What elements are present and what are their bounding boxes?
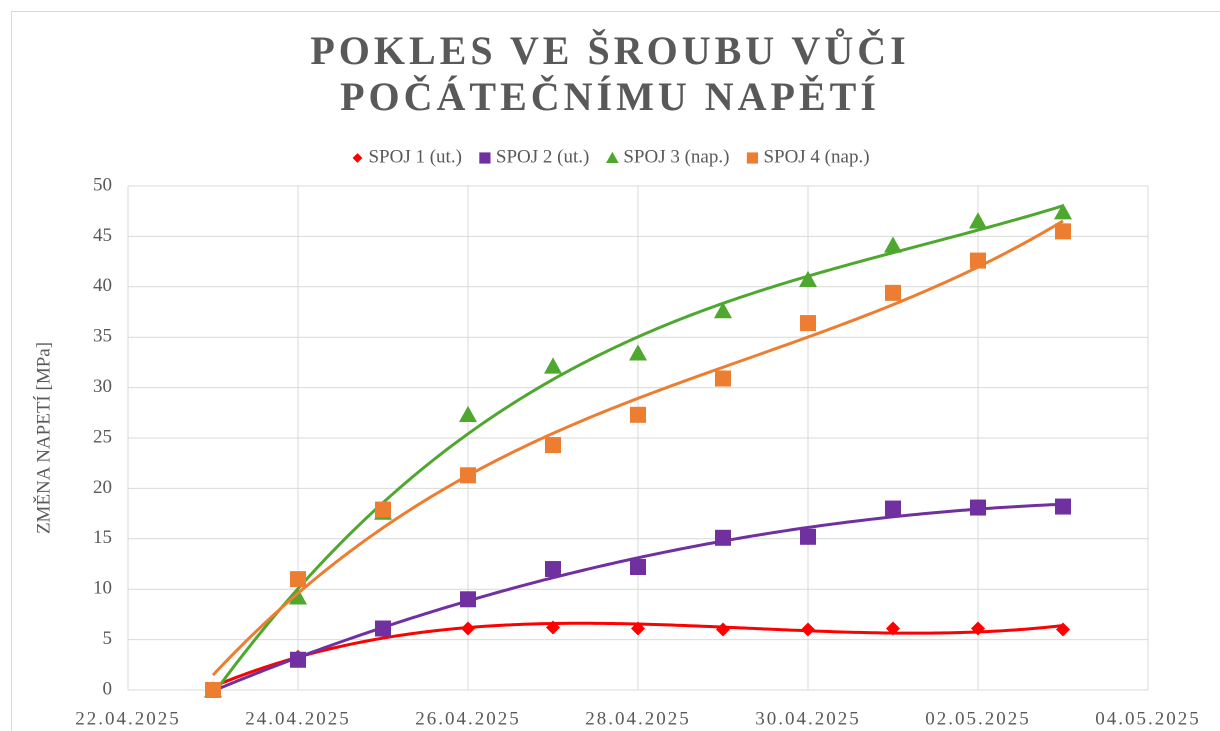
marker [544, 357, 562, 374]
marker [801, 622, 815, 637]
y-tick-label: 50 [93, 174, 112, 195]
marker [545, 561, 561, 578]
marker [1056, 622, 1070, 637]
marker [885, 500, 901, 517]
legend-item: SPOJ 3 (nap.) [606, 146, 729, 167]
marker [290, 571, 306, 588]
marker [885, 284, 901, 301]
marker [971, 621, 985, 636]
marker [1055, 498, 1071, 515]
y-tick-label: 5 [103, 628, 113, 649]
y-tick-label: 10 [93, 578, 112, 599]
y-tick-label: 40 [93, 275, 112, 296]
marker [461, 621, 475, 636]
marker [460, 591, 476, 608]
x-tick-label: 04.05.2025 [1095, 708, 1201, 729]
marker [630, 406, 646, 423]
marker [459, 405, 477, 423]
marker [290, 651, 306, 668]
legend-label: SPOJ 1 (ut.) [368, 146, 461, 167]
marker [969, 212, 987, 229]
marker [352, 153, 363, 163]
x-tick-label: 28.04.2025 [585, 708, 691, 729]
y-axis-label: ZMĚNA NAPETÍ [MPa] [32, 342, 54, 534]
legend-item: SPOJ 4 (nap.) [746, 146, 870, 167]
legend-item: SPOJ 1 (ut.) [352, 146, 462, 167]
marker [375, 501, 391, 518]
legend: SPOJ 1 (ut.) SPOJ 2 (ut.) SPOJ 3 (nap.) SPO… [352, 146, 870, 167]
series [205, 219, 1071, 698]
marker [715, 529, 731, 546]
chart-border [11, 11, 1220, 731]
trend-line [211, 219, 1064, 677]
x-tick-label: 26.04.2025 [415, 708, 521, 729]
x-tick-label: 30.04.2025 [755, 708, 861, 729]
marker [545, 437, 561, 454]
marker [884, 236, 902, 253]
y-tick-label: 0 [103, 678, 113, 699]
marker [800, 315, 816, 332]
marker [746, 152, 759, 164]
y-tick-label: 45 [93, 225, 112, 246]
marker [629, 344, 647, 361]
y-tick-label: 25 [93, 426, 112, 447]
marker [715, 370, 731, 387]
marker [460, 467, 476, 484]
chart-title: POKLES VE ŠROUBU VŮČI POČÁTEČNÍMU NAPĚTÍ [310, 28, 910, 119]
y-tick-label: 30 [93, 376, 112, 397]
grid [127, 185, 1149, 691]
marker [630, 559, 646, 576]
marker [716, 622, 730, 637]
marker [375, 620, 391, 637]
y-tick-label: 35 [93, 326, 112, 347]
y-tick-label: 15 [93, 527, 112, 548]
x-tick-label: 02.05.2025 [925, 708, 1031, 729]
marker [800, 528, 816, 545]
marker [1054, 203, 1072, 220]
marker [970, 252, 986, 269]
marker [479, 152, 491, 164]
x-tick-label: 22.04.2025 [75, 708, 181, 729]
marker [631, 621, 645, 636]
y-tick-label: 20 [93, 477, 112, 498]
marker [970, 499, 986, 516]
marker [546, 620, 560, 635]
trend-line [212, 502, 1064, 693]
marker [606, 151, 619, 164]
marker [799, 270, 817, 287]
legend-label: SPOJ 3 (nap.) [623, 146, 729, 167]
marker [714, 301, 732, 319]
marker [289, 588, 307, 605]
marker [205, 682, 221, 698]
marker [1055, 223, 1071, 240]
marker [886, 621, 900, 636]
legend-label: SPOJ 4 (nap.) [763, 146, 869, 167]
legend-item: SPOJ 2 (ut.) [479, 146, 589, 167]
x-tick-label: 24.04.2025 [245, 708, 351, 729]
legend-label: SPOJ 2 (ut.) [496, 146, 589, 167]
trend-line [211, 204, 1064, 696]
